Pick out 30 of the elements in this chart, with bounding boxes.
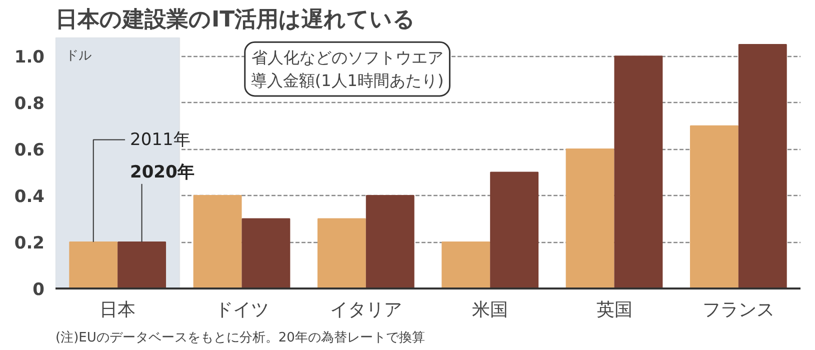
text: 2020年 (130, 162, 194, 182)
x-tick-label: 英国 (596, 300, 632, 320)
y-axis-title: ドル (65, 48, 92, 64)
x-tick-label: ドイツ (214, 300, 269, 320)
bar (193, 195, 242, 288)
bar (490, 172, 539, 288)
bar (566, 148, 614, 288)
bar (118, 242, 166, 288)
y-tick-label: 0.8 (14, 94, 45, 114)
y-tick-label: 0 (32, 280, 45, 300)
bar (242, 218, 290, 288)
y-tick-label: 0.4 (14, 187, 45, 208)
chart-title: 日本の建設業のIT活用は遅れている (56, 8, 416, 32)
bar (317, 218, 366, 288)
text: 2011年 (130, 130, 190, 150)
text: (注)EUのデータベースをもとに分析。20年の為替レートで換算 (56, 330, 425, 346)
bar (442, 242, 490, 288)
bar (366, 195, 414, 288)
y-tick-label: 0.2 (14, 234, 45, 254)
x-tick-label: 日本 (100, 300, 136, 320)
y-tick-label: 0.6 (14, 140, 45, 161)
bar (69, 242, 118, 288)
bar (614, 56, 663, 288)
bar (690, 125, 738, 288)
y-tick-label: 1.0 (14, 48, 45, 68)
text: 省人化などのソフトウエア導入金額(1人1時間あたり) (250, 48, 444, 90)
x-tick-label: フランス (702, 300, 774, 320)
bar (738, 44, 787, 288)
x-tick-label: イタリア (330, 300, 402, 320)
x-tick-label: 米国 (472, 300, 508, 320)
